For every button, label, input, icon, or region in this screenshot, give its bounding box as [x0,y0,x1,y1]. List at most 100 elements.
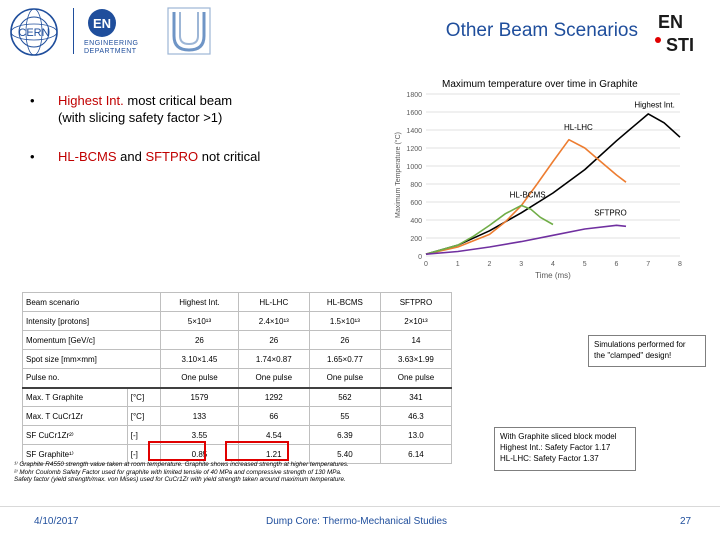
y-tick-label: 1400 [406,128,422,135]
x-tick-label: 4 [551,261,555,268]
table-row-label: Intensity [protons] [21,311,162,331]
callout-simulations-line-1: Simulations performed for [594,340,686,349]
table-cell: 26 [160,330,239,350]
en-logo-text: EN [93,16,111,31]
series-label: HL-BCMS [510,191,546,200]
university-logo [167,7,211,55]
logo-divider [73,8,74,54]
chart-title: Maximum temperature over time in Graphit… [442,79,638,90]
bullet-highlight: Highest Int. [58,93,124,108]
page-number: 27 [680,516,692,527]
y-tick-label: 200 [410,236,422,243]
table-cell: 3.10×1.45 [160,349,239,369]
table-cell: 133 [160,406,239,426]
table-row: Pulse no. One pulse One pulse One pulse One … [21,368,453,388]
table-cell: One pulse [308,368,381,388]
series-line-highest-int- [425,113,681,255]
bullet-dot: • [30,93,35,108]
table-row: Momentum [GeV/c] 26 26 26 14 [21,330,453,350]
callout-sliced-line-2: Highest Int.: Safety Factor 1.17 [500,443,611,452]
table-cell: 66 [237,406,310,426]
table-header-row: Beam scenario Highest Int. HL-LHC HL-BCMS SF… [21,292,453,312]
table-row-unit: [°C] [126,406,162,426]
footer-date: 4/10/2017 [34,516,79,527]
table-cell: 55 [308,406,381,426]
table-header-cell: SFTPRO [379,292,453,312]
table-row: Max. T Graphite [°C] 1579 1292 562 341 [22,386,453,407]
table-cell: 14 [379,330,453,350]
cern-logo-text: CERN [18,27,49,39]
y-tick-label: 0 [418,254,422,261]
table-cell: 562 [308,386,381,407]
bullet-item-highest-int: • Highest Int. most critical beam (with … [30,92,390,126]
beam-scenario-table: Beam scenario Highest Int. HL-LHC HL-BCMS SF… [21,292,453,464]
bullet-item-bcms-sftpro: • HL-BCMS and SFTPRO not critical [30,148,390,165]
table-row-label: Max. T Graphite [22,386,128,407]
cern-logo: CERN [10,8,58,56]
series-line-sftpro [425,224,627,255]
y-axis-label: Maximum Temperature (°C) [394,132,402,218]
bullet-text: most critical beam [123,93,233,108]
bullet-text-rest: not critical [198,149,261,164]
en-department-logo: EN [88,9,116,37]
y-tick-label: 1000 [406,164,422,171]
table-cell: 6.39 [308,425,381,445]
table-header-cell: Beam scenario [21,292,162,312]
slide-title: Other Beam Scenarios [445,20,638,41]
x-tick-label: 7 [646,261,650,268]
bullet-dot: • [30,149,35,164]
table-header-cell: Highest Int. [160,292,239,312]
table-cell: One pulse [379,368,453,388]
table-cell: 3.63×1.99 [379,349,453,369]
table-row: SF Graphite¹⁾ [-] 0.85 1.21 5.40 6.14 [22,444,453,464]
table-cell: 1579 [160,386,239,407]
table-row: Intensity [protons] 5×10¹³ 2.4×10¹³ 1.5×10¹… [21,311,453,331]
callout-sliced-line-1: With Graphite sliced block model [500,432,617,441]
footer-title: Dump Core: Thermo-Mechanical Studies [266,516,448,527]
table-cell: 1.5×10¹³ [308,311,381,331]
table-row: Max. T CuCr1Zr [°C] 133 66 55 46.3 [22,406,453,426]
table-row-label: SF Graphite¹⁾ [22,444,128,464]
highlight-box-highest-int-sf [148,441,206,461]
y-tick-label: 1200 [406,146,422,153]
table-cell: 13.0 [379,425,453,445]
table-row-label: Momentum [GeV/c] [21,330,162,350]
table-cell: One pulse [237,368,310,388]
temperature-chart: 0 200 400 600 800 1000 1200 1400 1600 1800 0 1 2 3 4 5 6… [394,92,682,280]
x-tick-label: 8 [678,261,682,268]
callout-sliced-line-3: HL-LHC: Safety Factor 1.37 [500,454,599,463]
table-cell: 1.74×0.87 [237,349,310,369]
series-line-hl-lhc [425,138,627,255]
en-sti-logo: EN STI [655,12,694,55]
footer-divider [0,506,720,507]
footnote-1: ¹⁾ Graphite R4550 strength value taken a… [14,461,349,468]
en-department-line-1: ENGINEERING [84,40,139,47]
series-label: Highest Int. [634,101,674,110]
footnotes: ¹⁾ Graphite R4550 strength value taken a… [14,461,504,484]
ensti-logo-top: EN [658,12,683,32]
ensti-logo-bottom: STI [666,35,694,55]
x-tick-label: 0 [424,261,428,268]
x-tick-label: 5 [583,261,587,268]
y-tick-label: 1600 [406,110,422,117]
table-cell: 2×10¹³ [379,311,453,331]
table-cell: 1292 [237,386,310,407]
table-cell: 2.4×10¹³ [237,311,310,331]
table-cell: 46.3 [379,406,453,426]
table-row-label: Max. T CuCr1Zr [22,406,128,426]
table-row-label: SF CuCr1Zr²⁾ [22,425,128,445]
x-axis-label: Time (ms) [535,271,571,280]
table-cell: 5×10¹³ [160,311,239,331]
bullet-text-line2: (with slicing safety factor >1) [58,110,223,125]
slide-header: CERN EN ENGINEERING DEPARTMENT Other Bea… [0,0,720,62]
table-cell: One pulse [160,368,239,388]
series-label: HL-LHC [564,123,593,132]
callout-simulations-line-2: the "clamped" design! [594,351,672,360]
footnote-2: ²⁾ Mohr Coulomb Safety Factor used for g… [14,468,342,476]
table-row: Spot size [mm×mm] 3.10×1.45 1.74×0.87 1.65×… [21,349,453,369]
y-tick-label: 400 [410,218,422,225]
x-tick-label: 3 [519,261,523,268]
table-cell: 1.65×0.77 [308,349,381,369]
en-department-label: ENGINEERING DEPARTMENT [84,40,139,56]
bullet-highlight: HL-BCMS [58,149,117,164]
